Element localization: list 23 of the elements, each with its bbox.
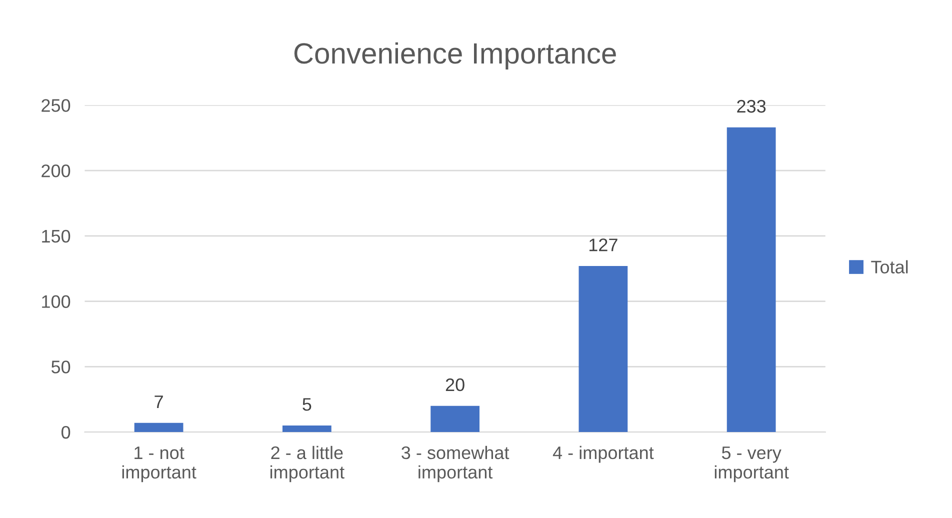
data-label: 233: [737, 100, 766, 113]
x-tick-label: 3 - somewhat important: [402, 446, 510, 482]
chart-title: Convenience Importance: [294, 42, 616, 70]
x-tick-label: 4 - important: [552, 446, 654, 463]
bar: [134, 422, 184, 432]
bar: [578, 266, 628, 432]
x-tick-label: 1 - not important: [122, 446, 196, 482]
data-label: 7: [154, 396, 163, 408]
y-tick-label: 250: [42, 99, 70, 112]
bar: [726, 127, 776, 432]
legend-label: Total: [871, 260, 908, 274]
y-tick-label: 50: [51, 360, 70, 374]
data-label: 20: [446, 378, 464, 392]
data-label: 5: [302, 398, 312, 411]
y-tick-label: 100: [42, 295, 70, 308]
data-label: 127: [590, 238, 618, 252]
bar: [282, 425, 332, 432]
bar: [430, 406, 480, 432]
y-tick-label: 150: [42, 230, 70, 243]
x-tick-label: 5 - very important: [714, 446, 789, 482]
y-tick-label: 0: [62, 426, 70, 439]
x-tick-label: 2 - a little important: [270, 446, 344, 482]
y-tick-label: 200: [42, 164, 70, 178]
